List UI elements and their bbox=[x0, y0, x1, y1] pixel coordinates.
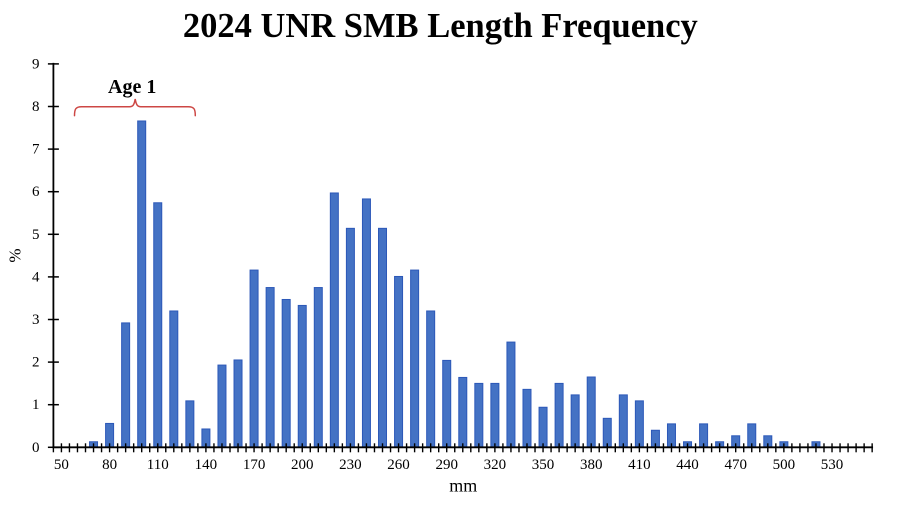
svg-text:530: 530 bbox=[821, 457, 844, 473]
svg-text:500: 500 bbox=[773, 457, 796, 473]
svg-text:mm: mm bbox=[449, 475, 477, 495]
svg-text:6: 6 bbox=[32, 184, 40, 200]
svg-text:9: 9 bbox=[32, 56, 40, 72]
svg-text:7: 7 bbox=[32, 142, 40, 158]
svg-text:2: 2 bbox=[32, 355, 40, 371]
svg-text:230: 230 bbox=[339, 457, 362, 473]
svg-text:260: 260 bbox=[387, 457, 410, 473]
svg-text:200: 200 bbox=[291, 457, 314, 473]
svg-text:470: 470 bbox=[724, 457, 747, 473]
svg-text:350: 350 bbox=[532, 457, 555, 473]
svg-text:%: % bbox=[5, 248, 24, 262]
svg-text:2024 UNR SMB Length Frequency: 2024 UNR SMB Length Frequency bbox=[183, 7, 698, 45]
svg-text:1: 1 bbox=[32, 397, 40, 413]
svg-text:410: 410 bbox=[628, 457, 651, 473]
svg-text:3: 3 bbox=[32, 312, 40, 328]
svg-text:110: 110 bbox=[147, 457, 169, 473]
svg-text:5: 5 bbox=[32, 227, 40, 243]
svg-text:50: 50 bbox=[54, 457, 69, 473]
svg-text:320: 320 bbox=[484, 457, 507, 473]
svg-text:0: 0 bbox=[32, 440, 40, 456]
svg-text:290: 290 bbox=[435, 457, 458, 473]
svg-text:4: 4 bbox=[32, 269, 40, 285]
svg-text:80: 80 bbox=[102, 457, 117, 473]
svg-text:170: 170 bbox=[243, 457, 266, 473]
svg-text:8: 8 bbox=[32, 99, 40, 115]
svg-text:140: 140 bbox=[195, 457, 218, 473]
svg-text:Age 1: Age 1 bbox=[108, 76, 156, 98]
svg-text:380: 380 bbox=[580, 457, 603, 473]
svg-text:440: 440 bbox=[676, 457, 699, 473]
